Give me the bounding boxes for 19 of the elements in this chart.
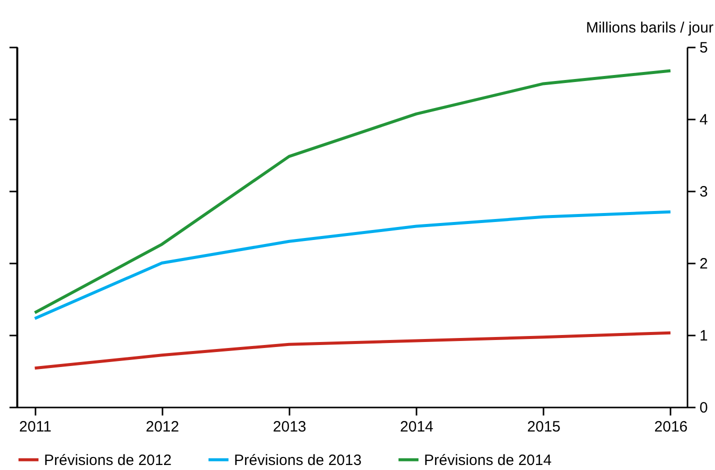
y-tick-label: 0	[700, 400, 708, 416]
y-tick-label: 3	[700, 184, 708, 200]
y-tick-label: 5	[700, 40, 708, 56]
line-series	[33, 69, 672, 314]
x-tick-label: 2016	[654, 418, 688, 436]
legend-label: Prévisions de 2013	[234, 452, 362, 469]
legend-label: Prévisions de 2012	[44, 452, 172, 469]
line-series	[33, 331, 672, 370]
x-tick-label: 2015	[527, 418, 561, 436]
y-tick-label: 2	[700, 256, 708, 272]
y-tick-label: 4	[700, 112, 708, 128]
x-tick-label: 2014	[400, 418, 434, 436]
y-tick-label: 1	[700, 328, 708, 344]
line-series	[33, 210, 672, 320]
y-axis-title: Millions barils / jour	[586, 20, 714, 36]
x-tick-label: 2011	[19, 418, 52, 436]
legend-label: Prévisions de 2014	[424, 452, 552, 469]
x-tick-label: 2012	[146, 418, 180, 436]
x-tick-label: 2013	[272, 418, 306, 436]
